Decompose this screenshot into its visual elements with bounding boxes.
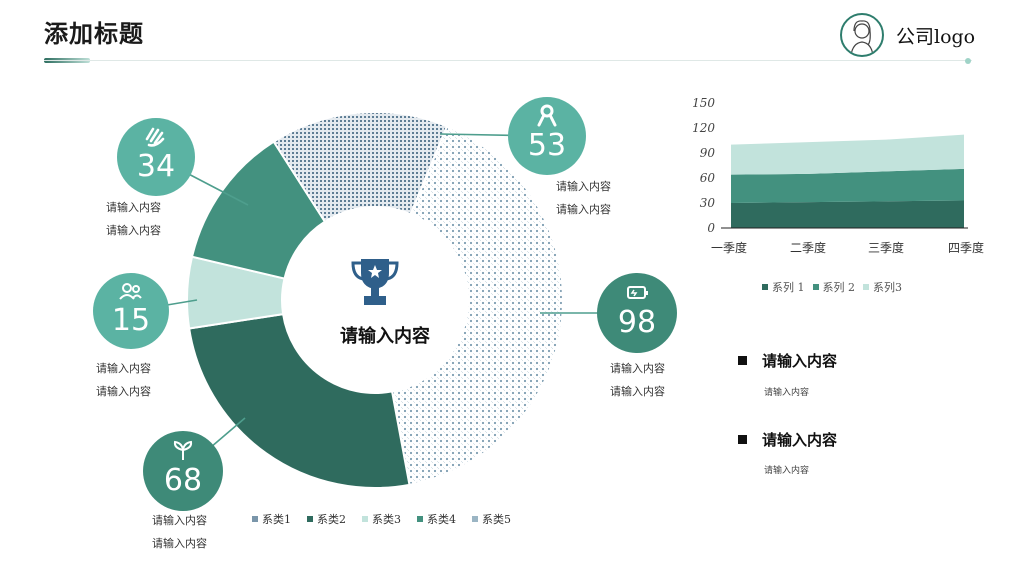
x-tick-label: 四季度 bbox=[948, 240, 984, 255]
legend-label: 系列 2 bbox=[822, 281, 856, 294]
right-item-heading: 请输入内容 bbox=[762, 431, 838, 449]
donut-slice-5 bbox=[390, 125, 564, 486]
sprout-icon bbox=[173, 440, 193, 460]
users-icon bbox=[119, 283, 142, 300]
donut-chart bbox=[186, 111, 564, 489]
area-legend-item-2: 系列 2 bbox=[812, 279, 856, 295]
y-tick-label: 0 bbox=[707, 221, 715, 235]
legend-label: 系类4 bbox=[427, 513, 456, 526]
legend-label: 系类2 bbox=[317, 513, 346, 526]
legend-label: 系列 1 bbox=[772, 281, 805, 294]
y-tick-label: 60 bbox=[700, 171, 716, 185]
logo-text: 公司logo bbox=[896, 26, 976, 48]
legend-item-series1: 系类1 bbox=[252, 511, 291, 527]
y-tick-label: 90 bbox=[700, 146, 716, 160]
stacked-area-chart: 0 30 60 90 120 150 一季度 二季度 三季度 四季度 bbox=[692, 96, 984, 255]
legend-swatch bbox=[252, 516, 258, 522]
legend-label: 系类3 bbox=[372, 513, 401, 526]
note-line: 请输入内容 bbox=[106, 224, 161, 237]
area-legend: 系列 1 系列 2 系列3 bbox=[762, 279, 902, 295]
y-tick-label: 30 bbox=[700, 196, 716, 210]
note-line: 请输入内容 bbox=[96, 385, 151, 398]
donut-slice-1 bbox=[272, 111, 449, 224]
bubble-value: 98 bbox=[618, 305, 656, 340]
x-tick-label: 二季度 bbox=[790, 240, 826, 255]
bullet-square bbox=[738, 435, 747, 444]
legend-item-series3: 系类3 bbox=[362, 511, 401, 527]
note-bubble-34: 请输入内容 请输入内容 bbox=[106, 196, 161, 242]
page-title: 添加标题 bbox=[44, 19, 144, 48]
header-end-dot bbox=[965, 58, 971, 64]
note-bubble-68: 请输入内容 请输入内容 bbox=[152, 509, 207, 555]
stat-bubbles: 34 15 68 53 98 bbox=[93, 97, 677, 511]
donut-center-label: 请输入内容 bbox=[340, 326, 430, 347]
legend-item-series5: 系类5 bbox=[472, 511, 511, 527]
legend-swatch bbox=[417, 516, 423, 522]
legend-swatch bbox=[472, 516, 478, 522]
y-tick-label: 150 bbox=[692, 96, 715, 110]
company-logo-icon bbox=[840, 13, 884, 57]
donut-slice-2 bbox=[188, 312, 411, 489]
note-line: 请输入内容 bbox=[556, 180, 611, 193]
right-item-heading: 请输入内容 bbox=[762, 352, 838, 370]
legend-swatch bbox=[762, 284, 768, 290]
bubble-value: 15 bbox=[112, 303, 150, 338]
trophy-icon bbox=[351, 259, 399, 305]
note-line: 请输入内容 bbox=[152, 537, 207, 550]
note-bubble-53: 请输入内容 请输入内容 bbox=[556, 175, 611, 221]
bullet-square bbox=[738, 356, 747, 365]
legend-swatch bbox=[863, 284, 869, 290]
x-tick-label: 一季度 bbox=[711, 240, 747, 255]
legend-item-series4: 系类4 bbox=[417, 511, 456, 527]
x-tick-label: 三季度 bbox=[868, 240, 904, 255]
legend-swatch bbox=[362, 516, 368, 522]
legend-label: 系列3 bbox=[873, 281, 902, 294]
right-item-sub: 请输入内容 bbox=[764, 466, 810, 476]
y-tick-label: 120 bbox=[692, 121, 715, 135]
legend-label: 系类5 bbox=[482, 513, 511, 526]
note-line: 请输入内容 bbox=[556, 203, 611, 216]
battery-icon bbox=[627, 286, 648, 299]
legend-label: 系类1 bbox=[262, 513, 291, 526]
note-line: 请输入内容 bbox=[152, 514, 207, 527]
bubble-68 bbox=[143, 431, 223, 511]
legend-item-series2: 系类2 bbox=[307, 511, 346, 527]
hand-wave-icon bbox=[145, 127, 165, 147]
note-bubble-98: 请输入内容 请输入内容 bbox=[610, 357, 665, 403]
bubble-34 bbox=[117, 118, 195, 196]
header-divider bbox=[44, 60, 972, 61]
note-line: 请输入内容 bbox=[610, 362, 665, 375]
note-line: 请输入内容 bbox=[96, 362, 151, 375]
note-line: 请输入内容 bbox=[610, 385, 665, 398]
area-series-1 bbox=[731, 200, 964, 228]
area-legend-item-3: 系列3 bbox=[863, 279, 902, 295]
bubble-15 bbox=[93, 273, 169, 349]
area-series-2 bbox=[731, 168, 964, 203]
bubble-98 bbox=[597, 273, 677, 353]
right-item-sub: 请输入内容 bbox=[764, 388, 810, 398]
legend-swatch bbox=[812, 284, 819, 290]
donut-legend: 系类1 系类2 系类3 系类4 系类5 bbox=[252, 511, 511, 527]
bubble-value: 53 bbox=[528, 128, 566, 163]
legend-swatch bbox=[307, 516, 313, 522]
ribbon-icon bbox=[537, 104, 557, 127]
area-series-3 bbox=[731, 134, 964, 175]
note-line: 请输入内容 bbox=[106, 201, 161, 214]
note-bubble-15: 请输入内容 请输入内容 bbox=[96, 357, 151, 403]
bubble-value: 34 bbox=[137, 149, 175, 184]
bubble-value: 68 bbox=[164, 463, 202, 498]
bubble-53 bbox=[508, 97, 586, 175]
area-legend-item-1: 系列 1 bbox=[762, 279, 805, 295]
